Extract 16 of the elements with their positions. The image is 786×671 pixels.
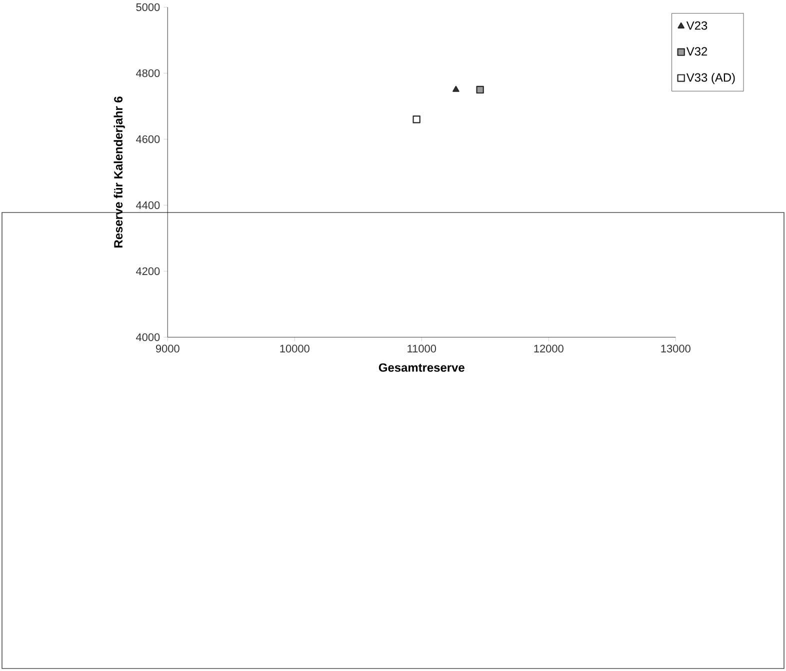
- x-tick-label: 10000: [280, 344, 310, 353]
- legend-label: V33 (AD): [686, 73, 735, 84]
- x-tick-label: 11000: [408, 344, 436, 353]
- x-tick-label: 9000: [156, 344, 180, 353]
- x-tick-label: 12000: [534, 344, 564, 353]
- x-tick-label: 13000: [661, 344, 690, 353]
- y-tick-label: 4200: [136, 268, 160, 276]
- y-tick-label: 4600: [136, 136, 160, 144]
- y-tick-label: 4000: [136, 334, 160, 342]
- y-axis-title: Reserve für Kalenderjahr 6: [114, 96, 125, 248]
- y-tick-label: 4400: [136, 202, 160, 210]
- x-axis-title: Gesamtreserve: [378, 364, 464, 372]
- legend-label: V32: [686, 47, 708, 56]
- legend-label: V23: [686, 22, 708, 30]
- y-tick-label: 4800: [136, 70, 160, 78]
- y-tick-label: 5000: [136, 4, 160, 12]
